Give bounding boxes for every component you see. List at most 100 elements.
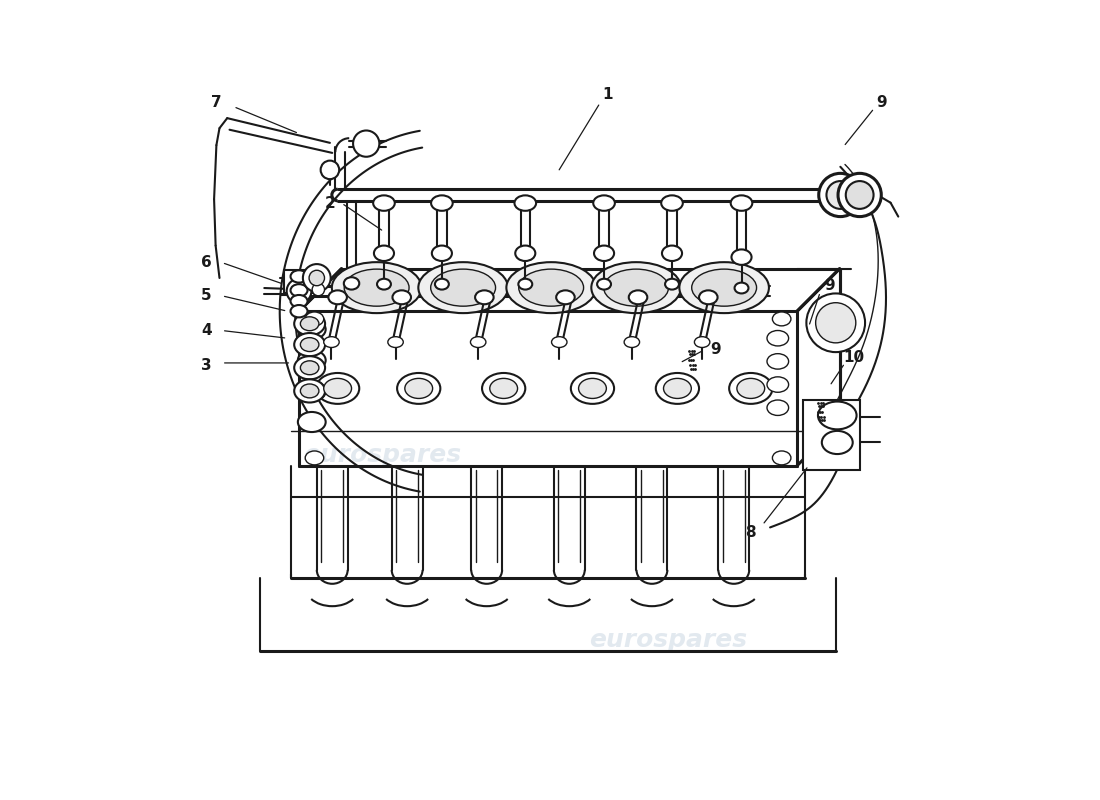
Ellipse shape	[434, 278, 449, 290]
Ellipse shape	[767, 377, 789, 392]
Ellipse shape	[294, 356, 326, 379]
Ellipse shape	[826, 181, 855, 209]
Text: eurospares: eurospares	[302, 442, 461, 466]
Ellipse shape	[298, 350, 326, 370]
Ellipse shape	[735, 282, 748, 294]
Ellipse shape	[475, 290, 494, 304]
Ellipse shape	[656, 373, 699, 404]
Ellipse shape	[377, 278, 390, 290]
Ellipse shape	[431, 269, 496, 306]
Ellipse shape	[305, 451, 323, 465]
Text: 3: 3	[201, 358, 211, 373]
Text: 1: 1	[603, 87, 613, 102]
Ellipse shape	[300, 317, 319, 330]
Ellipse shape	[490, 378, 518, 398]
Ellipse shape	[571, 373, 614, 404]
Ellipse shape	[393, 290, 411, 304]
Text: 5: 5	[201, 288, 211, 303]
Text: 9: 9	[711, 342, 722, 358]
Ellipse shape	[418, 262, 508, 313]
Ellipse shape	[551, 337, 566, 347]
Ellipse shape	[307, 271, 322, 286]
Ellipse shape	[663, 378, 691, 398]
Ellipse shape	[290, 295, 308, 307]
Ellipse shape	[680, 262, 769, 313]
Ellipse shape	[300, 338, 319, 351]
Text: 4: 4	[201, 323, 211, 338]
Ellipse shape	[662, 246, 682, 261]
Ellipse shape	[594, 246, 614, 261]
Ellipse shape	[729, 373, 772, 404]
Text: 8: 8	[746, 526, 756, 540]
Ellipse shape	[515, 246, 536, 261]
Ellipse shape	[815, 302, 856, 343]
Text: 9: 9	[877, 95, 888, 110]
Text: 6: 6	[201, 255, 211, 270]
Ellipse shape	[290, 270, 308, 282]
Ellipse shape	[767, 400, 789, 415]
Ellipse shape	[300, 384, 319, 398]
Ellipse shape	[694, 337, 710, 347]
Ellipse shape	[506, 262, 596, 313]
Ellipse shape	[344, 278, 360, 290]
Ellipse shape	[321, 161, 339, 179]
Ellipse shape	[597, 278, 611, 290]
Ellipse shape	[772, 451, 791, 465]
Ellipse shape	[323, 337, 339, 347]
Ellipse shape	[431, 195, 453, 211]
Text: 2: 2	[324, 195, 336, 210]
Ellipse shape	[604, 269, 669, 306]
Ellipse shape	[302, 264, 331, 292]
Ellipse shape	[846, 181, 873, 209]
Ellipse shape	[593, 195, 615, 211]
Bar	[284, 270, 315, 294]
Ellipse shape	[732, 250, 751, 265]
Ellipse shape	[287, 278, 311, 303]
Ellipse shape	[374, 246, 394, 261]
Ellipse shape	[300, 361, 319, 374]
Text: 9: 9	[824, 278, 835, 294]
Ellipse shape	[312, 283, 324, 296]
Ellipse shape	[432, 246, 452, 261]
Ellipse shape	[290, 284, 308, 297]
Ellipse shape	[482, 373, 526, 404]
Ellipse shape	[692, 269, 757, 306]
Ellipse shape	[767, 330, 789, 346]
Ellipse shape	[519, 269, 584, 306]
Ellipse shape	[629, 290, 647, 304]
Ellipse shape	[772, 312, 791, 326]
Ellipse shape	[329, 290, 346, 304]
Ellipse shape	[818, 174, 862, 217]
Ellipse shape	[518, 278, 532, 290]
Ellipse shape	[515, 195, 536, 211]
Ellipse shape	[818, 402, 857, 430]
Ellipse shape	[730, 195, 752, 211]
Ellipse shape	[397, 373, 440, 404]
Ellipse shape	[316, 373, 360, 404]
Text: eurospares: eurospares	[588, 628, 747, 652]
Ellipse shape	[294, 312, 326, 335]
Ellipse shape	[309, 270, 324, 286]
Text: 7: 7	[211, 95, 222, 110]
Ellipse shape	[298, 412, 326, 432]
Ellipse shape	[666, 278, 679, 290]
Ellipse shape	[405, 378, 432, 398]
Ellipse shape	[767, 354, 789, 369]
Ellipse shape	[557, 290, 574, 304]
Ellipse shape	[332, 262, 421, 313]
Ellipse shape	[388, 337, 404, 347]
Ellipse shape	[294, 379, 326, 402]
Ellipse shape	[373, 195, 395, 211]
Ellipse shape	[698, 290, 717, 304]
Ellipse shape	[471, 337, 486, 347]
Ellipse shape	[624, 337, 639, 347]
Ellipse shape	[305, 312, 323, 326]
Ellipse shape	[344, 269, 409, 306]
Ellipse shape	[290, 305, 308, 318]
Text: 10: 10	[843, 350, 864, 365]
Ellipse shape	[323, 378, 352, 398]
Ellipse shape	[294, 333, 326, 356]
Bar	[803, 400, 860, 470]
Ellipse shape	[806, 294, 865, 352]
Ellipse shape	[298, 381, 326, 401]
